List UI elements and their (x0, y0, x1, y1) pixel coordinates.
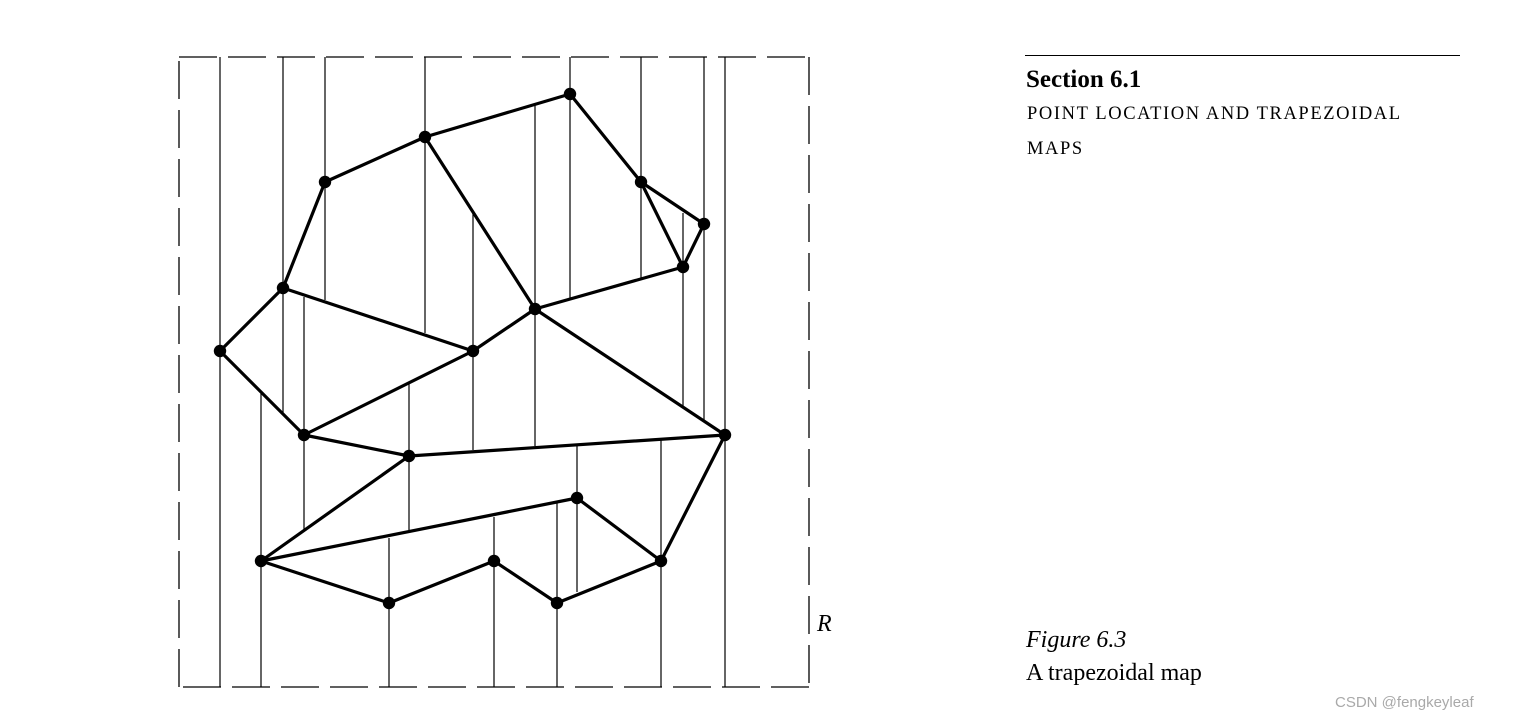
segment (533, 265, 685, 311)
segment (555, 559, 663, 605)
endpoint-dot (318, 175, 332, 189)
segment (407, 433, 727, 458)
segment (218, 349, 306, 437)
section-title-line1: POINT LOCATION AND TRAPEZOIDAL (1027, 104, 1402, 124)
segment (639, 180, 706, 226)
segment (218, 286, 285, 353)
endpoint-dot (563, 87, 577, 101)
segment (281, 180, 327, 290)
segment (533, 307, 727, 437)
endpoint-dot (570, 491, 584, 505)
segment (681, 222, 706, 269)
endpoint-dot (487, 554, 501, 568)
segment (659, 433, 727, 563)
segment (423, 92, 572, 139)
header-rule (1025, 55, 1460, 56)
segment (492, 559, 559, 605)
endpoint-dot (634, 175, 648, 189)
watermark: CSDN @fengkeyleaf (1335, 694, 1474, 711)
bounding-box-label: R (817, 611, 832, 637)
segment (323, 135, 427, 184)
endpoint-dot (418, 130, 432, 144)
endpoints (213, 87, 732, 610)
section-title-line2: MAPS (1027, 139, 1084, 159)
endpoint-dot (550, 596, 564, 610)
endpoint-dot (676, 260, 690, 274)
segment (302, 349, 475, 437)
vertical-extensions (219, 57, 726, 687)
segment (423, 135, 537, 311)
figure-number: Figure 6.3 (1026, 627, 1127, 653)
segment (639, 180, 685, 269)
segment (568, 92, 643, 184)
endpoint-dot (382, 596, 396, 610)
endpoint-dot (528, 302, 542, 316)
segment (471, 307, 537, 353)
segment (259, 559, 391, 605)
endpoint-dot (718, 428, 732, 442)
segment (575, 496, 663, 563)
figure-caption: A trapezoidal map (1026, 660, 1202, 686)
endpoint-dot (297, 428, 311, 442)
endpoint-dot (254, 554, 268, 568)
segment (302, 433, 411, 458)
endpoint-dot (276, 281, 290, 295)
segment (281, 286, 475, 353)
segments (218, 92, 727, 605)
segment (259, 496, 579, 563)
endpoint-dot (402, 449, 416, 463)
endpoint-dot (213, 344, 227, 358)
endpoint-dot (654, 554, 668, 568)
segment (259, 454, 411, 563)
endpoint-dot (697, 217, 711, 231)
endpoint-dot (466, 344, 480, 358)
segment (387, 559, 496, 605)
section-number: Section 6.1 (1026, 66, 1142, 93)
